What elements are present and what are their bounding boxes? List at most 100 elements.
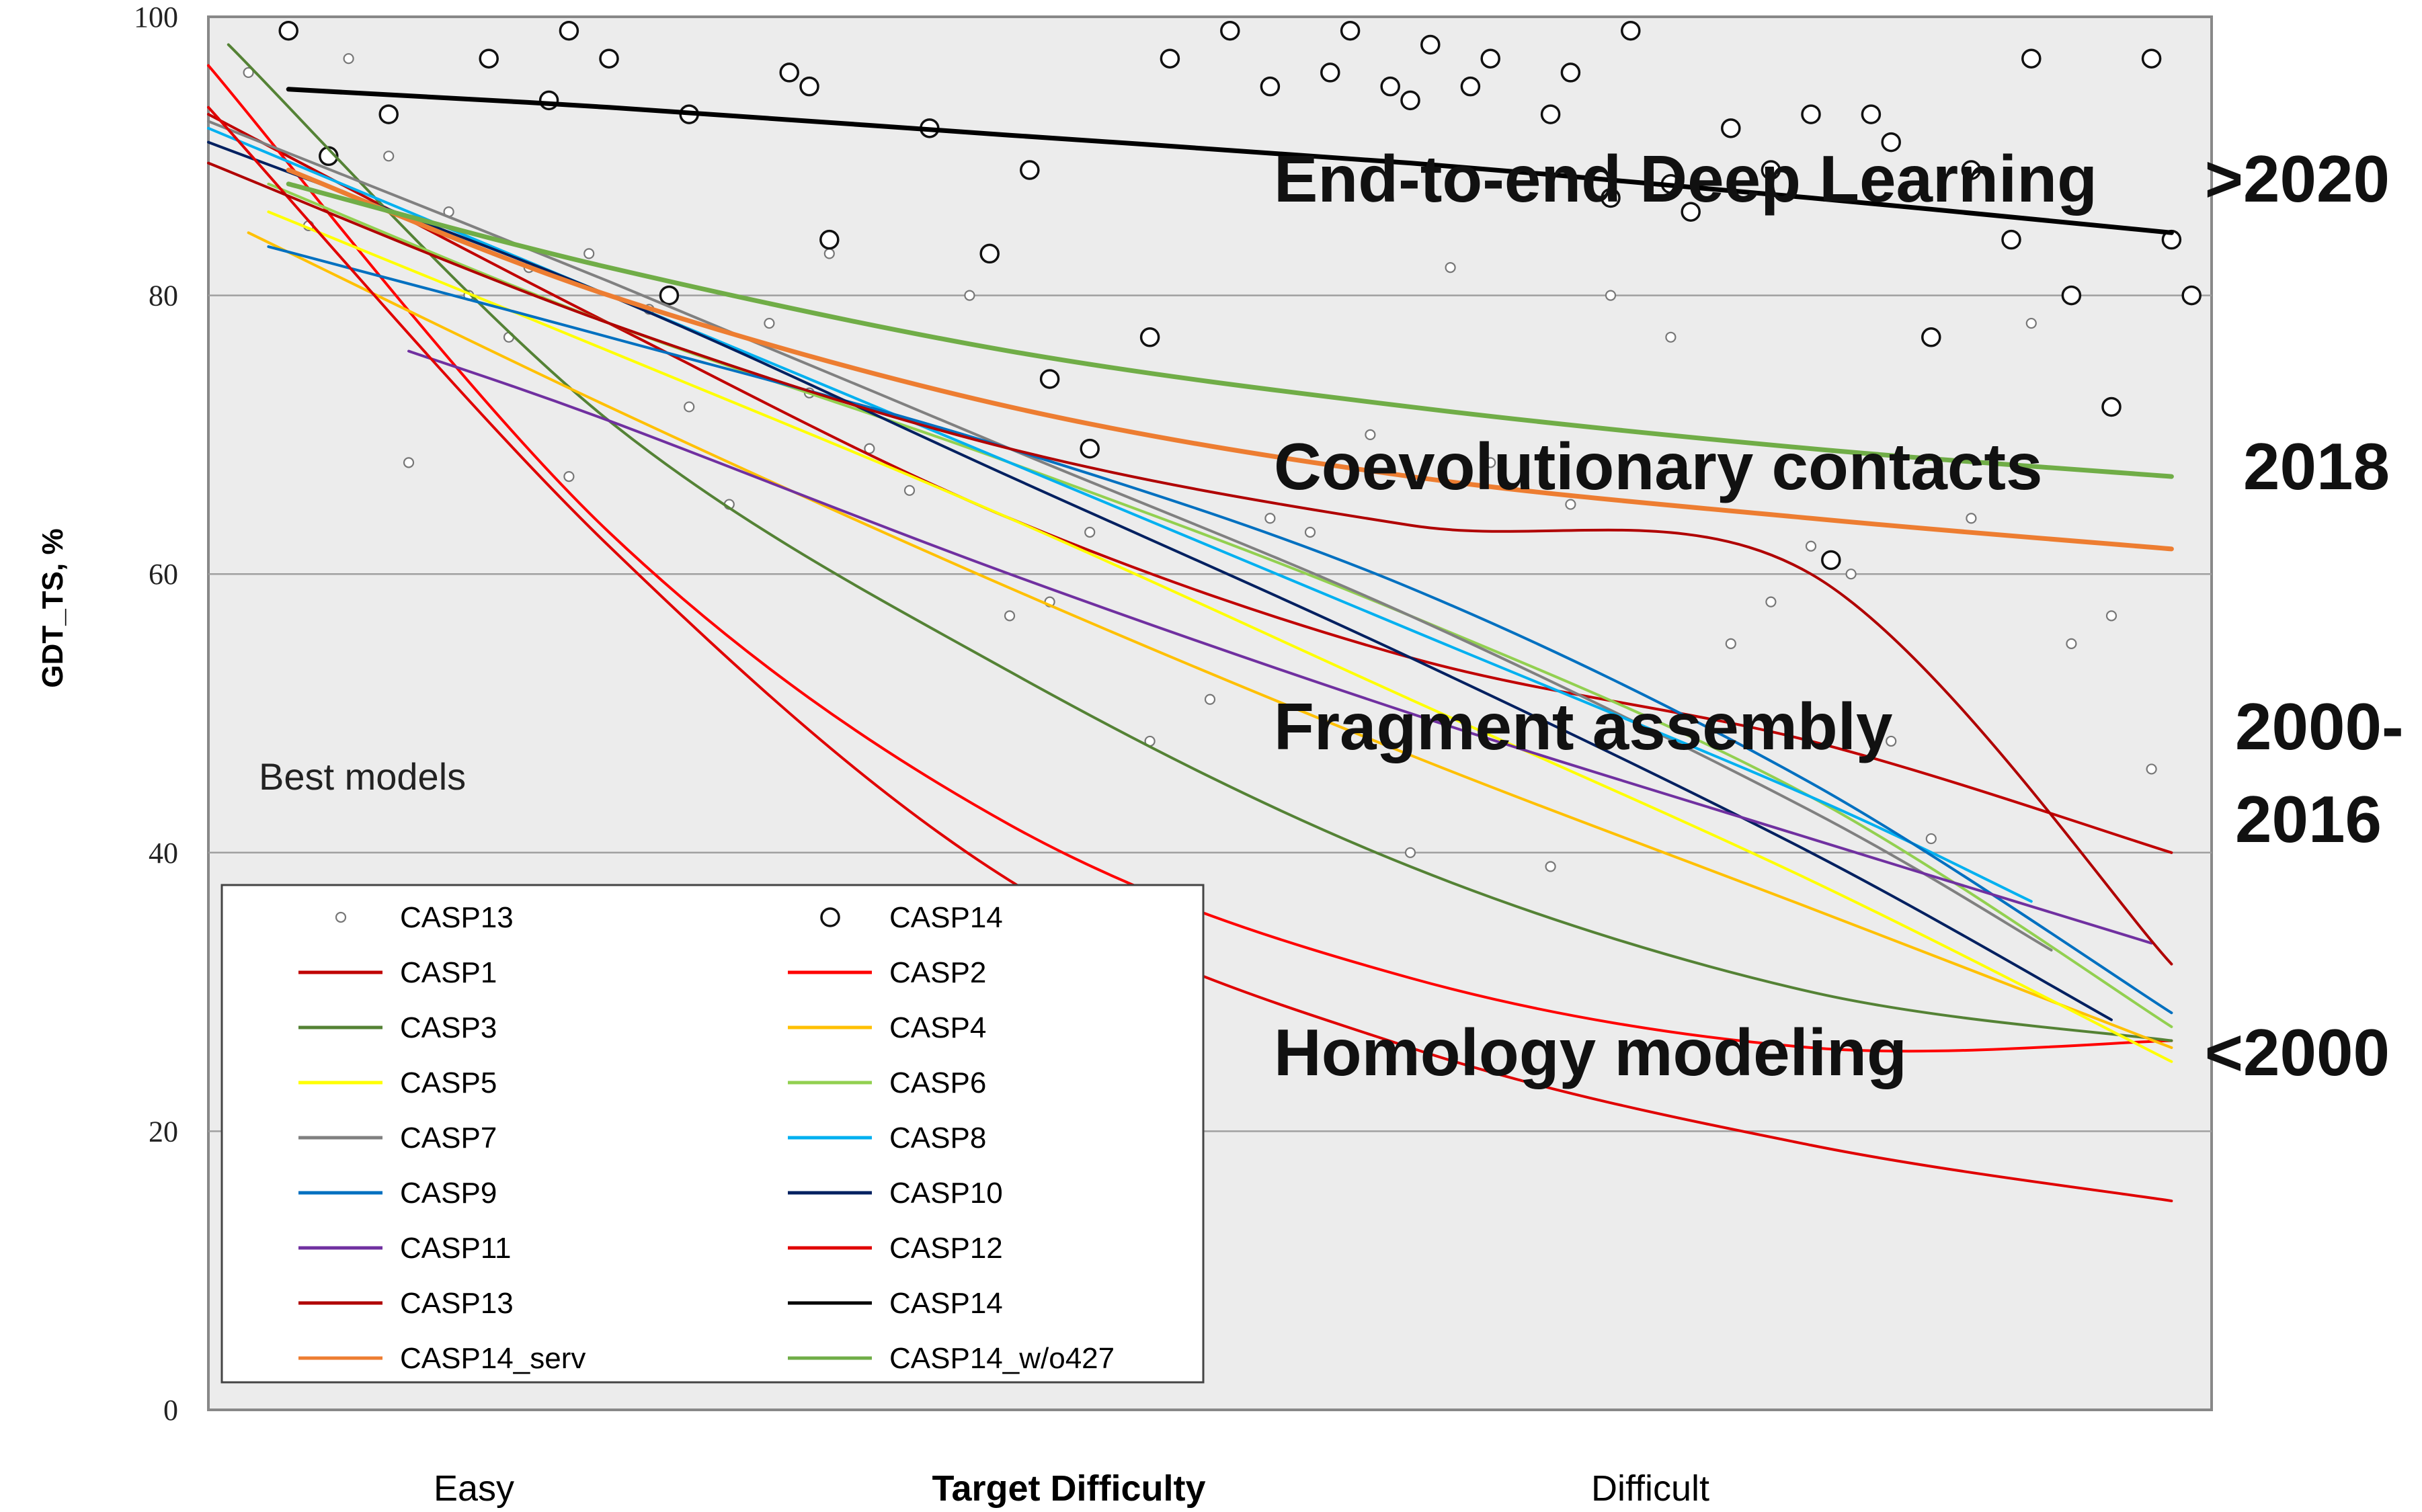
casp14-point <box>1020 160 1040 180</box>
casp13-point <box>2105 610 2117 622</box>
casp14-point <box>559 20 579 41</box>
legend-item: CASP3 <box>298 1011 497 1044</box>
legend-label: CASP4 <box>889 1011 986 1044</box>
era-period-fragment: 2000-2016 <box>2235 689 2404 856</box>
legend-item: CASP1 <box>298 956 497 989</box>
casp14-point <box>1540 104 1561 124</box>
casp13-point <box>823 248 835 259</box>
casp14-point <box>1080 438 1100 459</box>
casp14-point <box>2061 285 2082 306</box>
scatter-points <box>243 20 2202 872</box>
casp14-point <box>1420 34 1441 55</box>
casp13-point <box>684 401 695 413</box>
legend-label: CASP14 <box>889 1287 1003 1320</box>
casp14-point <box>2141 48 2162 69</box>
legend-label: CASP7 <box>400 1122 497 1154</box>
casp13-point <box>583 248 595 259</box>
legend-label: CASP9 <box>400 1177 497 1210</box>
casp14-point <box>659 285 680 306</box>
x-tick-easy: Easy <box>434 1468 514 1509</box>
x-axis-label: Target Difficulty <box>932 1468 1205 1509</box>
casp14-point <box>479 48 499 69</box>
casp13-point <box>1084 526 1096 538</box>
y-tick-label: 80 <box>149 280 178 312</box>
era-label-homology: Homology modeling <box>1274 1015 1907 1089</box>
legend-item: CASP6 <box>788 1066 986 1099</box>
casp14-point <box>1861 104 1882 124</box>
casp14-point <box>1881 132 1901 153</box>
casp14-point <box>1139 327 1160 347</box>
legend: CASP13 CASP14 CASP1 CASP2 CASP3 CASP4 CASP5 CAS… <box>220 884 1205 1384</box>
casp13-point <box>1665 331 1677 343</box>
legend-item: CASP13 <box>298 1287 514 1320</box>
casp13-point <box>1204 694 1216 705</box>
casp13-point <box>2066 638 2077 649</box>
legend-label: CASP14_w/o427 <box>889 1342 1115 1375</box>
series-line-casp14 <box>286 87 2174 235</box>
y-tick-label: 60 <box>149 558 178 591</box>
legend-label: CASP1 <box>400 956 497 989</box>
casp14-point <box>1400 90 1420 111</box>
y-tick-labels: 0 20 40 60 80 100 <box>134 1 178 1427</box>
era-label-coevolution: Coevolutionary contacts <box>1274 429 2043 503</box>
legend-box <box>220 884 1205 1384</box>
casp13-point <box>1545 861 1556 872</box>
casp13-point <box>243 67 254 79</box>
casp13-point <box>1445 262 1456 274</box>
y-tick-label: 0 <box>163 1394 178 1427</box>
legend-label: CASP2 <box>889 956 986 989</box>
series-line-casp3 <box>227 43 2173 1042</box>
casp14-point <box>979 243 1000 264</box>
casp13-point <box>1565 499 1576 510</box>
casp14-point <box>1380 76 1400 97</box>
y-tick-label: 40 <box>149 837 178 870</box>
legend-label: CASP11 <box>400 1232 512 1265</box>
x-tick-difficult: Difficult <box>1591 1468 1709 1509</box>
casp13-point <box>383 151 395 162</box>
legend-marker <box>820 907 840 927</box>
era-period-homology: <2000 <box>2205 1015 2390 1089</box>
casp14-point <box>2021 48 2042 69</box>
casp14-point <box>1460 76 1481 97</box>
casp14-point <box>1761 160 1781 180</box>
casp14-point <box>599 48 619 69</box>
legend-label: CASP12 <box>889 1232 1003 1265</box>
casp14-point <box>278 20 298 41</box>
casp13-point <box>1886 735 1897 747</box>
casp13-point <box>1605 290 1617 301</box>
series-line-casp13 <box>207 161 2173 966</box>
legend-item: CASP12 <box>788 1232 1003 1265</box>
casp14-point <box>1921 327 1941 347</box>
legend-label: CASP3 <box>400 1011 497 1044</box>
casp14-point <box>1560 62 1581 83</box>
casp14-point <box>2001 229 2021 250</box>
legend-label: CASP8 <box>889 1122 986 1154</box>
legend-label: CASP13 <box>400 901 514 934</box>
casp13-point <box>1304 526 1316 538</box>
legend-label: CASP6 <box>889 1066 986 1099</box>
series-line-casp4 <box>247 231 2173 1050</box>
casp13-point <box>403 457 415 468</box>
casp13-point <box>1725 638 1736 649</box>
casp13-point <box>1805 540 1817 552</box>
casp14-point <box>1681 202 1701 222</box>
casp13-point <box>343 53 354 65</box>
casp14-point <box>799 76 819 97</box>
legend-item: CASP7 <box>298 1122 497 1154</box>
series-line-casp1 <box>207 113 2173 854</box>
y-axis-label: GDT_TS, % <box>36 528 69 687</box>
legend-item: CASP9 <box>298 1177 497 1210</box>
casp13-point <box>2146 763 2157 775</box>
legend-item: CASP14 <box>820 901 1003 934</box>
casp13-point <box>964 290 975 301</box>
series-line-casp11 <box>407 349 2153 945</box>
era-label-fragment: Fragment assembly <box>1274 689 1892 763</box>
series-line-casp14-serv <box>286 167 2174 552</box>
casp14-point <box>1039 369 1060 389</box>
casp14-point <box>2101 396 2122 417</box>
legend-label: CASP14_serv <box>400 1342 586 1375</box>
casp14-point <box>1961 160 1982 180</box>
legend-item: CASP8 <box>788 1122 986 1154</box>
casp14-point <box>1160 48 1180 69</box>
